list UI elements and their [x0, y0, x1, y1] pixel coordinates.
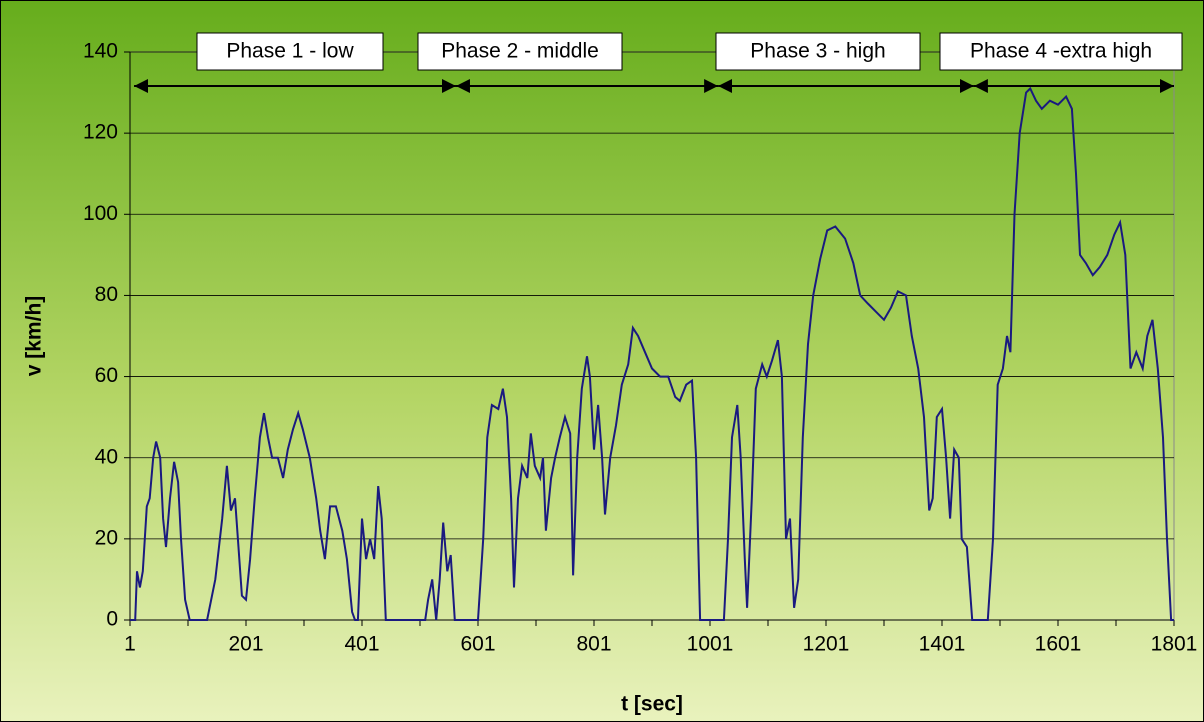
y-tick-label: 60: [95, 364, 118, 387]
phase-label: Phase 2 - middle: [441, 40, 599, 63]
x-tick-label: 1801: [1151, 633, 1198, 656]
y-tick-label: 80: [95, 283, 118, 306]
y-tick-label: 140: [83, 40, 118, 63]
phase-label: Phase 1 - low: [226, 40, 354, 63]
x-tick-label: 1001: [687, 633, 734, 656]
phase-box: [939, 32, 1183, 71]
y-tick-label: 40: [95, 445, 118, 468]
x-tick-label: 401: [344, 633, 379, 656]
x-axis-label: t [sec]: [621, 693, 683, 716]
x-tick-label: 1401: [919, 633, 966, 656]
y-axis-label: v [km/h]: [23, 296, 46, 377]
y-tick-label: 100: [83, 202, 118, 225]
x-tick-label: 1201: [803, 633, 850, 656]
x-tick-label: 1601: [1035, 633, 1082, 656]
phase-label: Phase 3 - high: [750, 40, 885, 63]
x-tick-label: 201: [228, 633, 263, 656]
x-tick-label: 601: [460, 633, 495, 656]
phase-box: [417, 32, 623, 71]
phase-box: [715, 32, 921, 71]
phase-label: Phase 4 -extra high: [970, 40, 1152, 63]
y-tick-label: 0: [106, 608, 118, 631]
speed-line: [130, 86, 1174, 621]
x-tick-label: 801: [576, 633, 611, 656]
y-tick-label: 20: [95, 526, 118, 549]
y-tick-label: 120: [83, 121, 118, 144]
x-tick-label: 1: [124, 633, 136, 656]
phase-box: [196, 32, 384, 71]
